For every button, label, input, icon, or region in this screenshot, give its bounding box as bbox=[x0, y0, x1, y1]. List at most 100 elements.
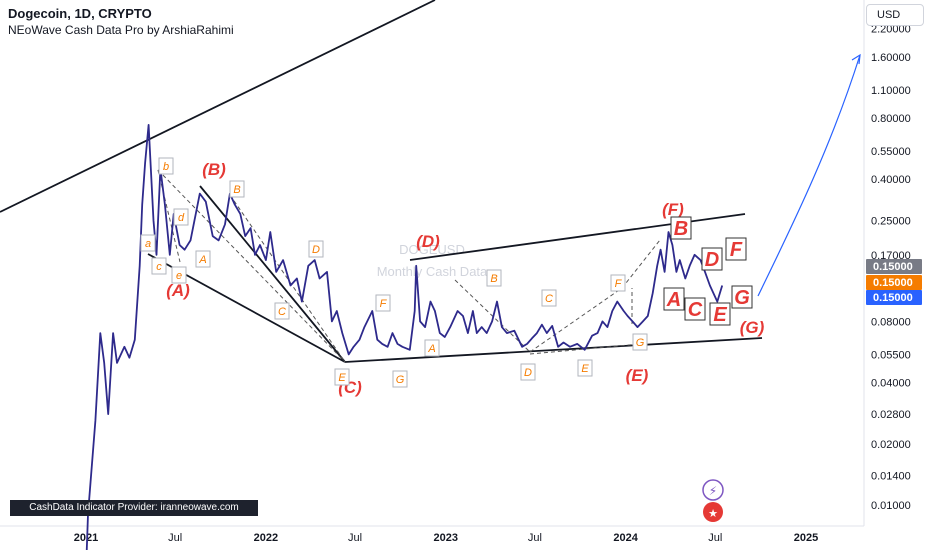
currency-button[interactable]: USD bbox=[866, 4, 924, 26]
x-tick-label: 2024 bbox=[613, 532, 638, 544]
wave-label-box bbox=[725, 237, 747, 261]
y-tick-label: 1.60000 bbox=[871, 52, 911, 64]
wave-label-small: b bbox=[163, 161, 169, 173]
price-label-box bbox=[866, 275, 922, 290]
x-tick-label: 2022 bbox=[254, 532, 278, 544]
y-tick-label: 0.01000 bbox=[871, 500, 911, 512]
wave-label-box bbox=[392, 370, 408, 388]
y-tick-label: 0.25000 bbox=[871, 216, 911, 228]
wave-label-small: G bbox=[396, 374, 405, 386]
wave-label-small: B bbox=[490, 273, 497, 285]
wave-label-small: d bbox=[178, 212, 185, 224]
chart-title: Dogecoin, 1D, CRYPTO bbox=[8, 6, 152, 21]
wave-label-small: F bbox=[730, 239, 743, 261]
wave-label-box bbox=[171, 266, 187, 284]
wave-label-small: F bbox=[380, 298, 388, 310]
wave-label-box bbox=[195, 250, 211, 268]
trendline bbox=[409, 213, 746, 261]
x-tick-label: 2023 bbox=[434, 532, 458, 544]
wave-connector bbox=[621, 239, 661, 289]
indicator-title: NEoWave Cash Data Pro by ArshiaRahimi bbox=[8, 23, 234, 37]
y-tick-label: 0.01400 bbox=[871, 470, 911, 482]
wave-label-box bbox=[577, 359, 593, 377]
wave-label-small: B bbox=[233, 184, 240, 196]
trendline bbox=[199, 185, 346, 363]
us-flag-icon bbox=[703, 502, 723, 522]
wave-label-box bbox=[670, 216, 692, 240]
wave-label-box bbox=[229, 180, 245, 198]
wave-label-red: (A) bbox=[166, 281, 190, 300]
y-tick-label: 1.10000 bbox=[871, 85, 911, 97]
y-tick-label: 0.17000 bbox=[871, 250, 911, 262]
wave-label-box bbox=[541, 289, 557, 307]
wave-label-box bbox=[424, 339, 440, 357]
price-label: 0.15000 bbox=[873, 292, 913, 304]
wave-label-box bbox=[684, 297, 706, 321]
wave-label-small: e bbox=[176, 270, 182, 282]
price-label-box bbox=[866, 290, 922, 305]
projection-arrow-head bbox=[851, 53, 861, 65]
wave-label-red: (D) bbox=[416, 232, 440, 251]
price-label-box bbox=[866, 259, 922, 274]
price-label: 0.15000 bbox=[873, 261, 913, 273]
wave-label-small: a bbox=[145, 238, 151, 250]
y-tick-label: 2.20000 bbox=[871, 24, 911, 36]
wave-label-box bbox=[151, 257, 167, 275]
wave-connector bbox=[529, 343, 641, 355]
wave-label-red: (B) bbox=[202, 160, 226, 179]
wave-label-small: D bbox=[312, 244, 320, 256]
flag-glyph: ★ bbox=[708, 507, 718, 520]
wave-label-red: (E) bbox=[626, 366, 649, 385]
wave-label-small: A bbox=[427, 343, 435, 355]
wave-label-small: C bbox=[688, 299, 703, 321]
y-tick-label: 0.02800 bbox=[871, 409, 911, 421]
wave-label-small: G bbox=[734, 287, 750, 309]
wave-label-red: (F) bbox=[662, 200, 684, 219]
wave-label-box bbox=[308, 240, 324, 258]
wave-label-box bbox=[274, 302, 290, 320]
wave-label-small: A bbox=[666, 289, 681, 311]
y-tick-label: 0.80000 bbox=[871, 113, 911, 125]
x-tick-label: Jul bbox=[528, 532, 542, 544]
wave-label-box bbox=[520, 363, 536, 381]
x-tick-label: Jul bbox=[348, 532, 362, 544]
trendline bbox=[344, 337, 763, 363]
x-tick-label: 2021 bbox=[74, 532, 98, 544]
wave-label-small: C bbox=[545, 293, 553, 305]
wave-label-box bbox=[709, 302, 731, 326]
wave-label-box bbox=[140, 234, 156, 252]
wave-connector bbox=[529, 287, 623, 353]
watermark-text: Monthly Cash Data bbox=[377, 264, 488, 279]
wave-label-box bbox=[334, 368, 350, 386]
wave-label-small: A bbox=[198, 254, 206, 266]
wave-label-box bbox=[632, 333, 648, 351]
wave-label-small: F bbox=[615, 278, 623, 290]
watermark-symbol: DOGEUSD bbox=[399, 242, 465, 257]
wave-label-small: c bbox=[156, 261, 162, 273]
wave-label-small: D bbox=[524, 367, 532, 379]
indicator-provider-banner: CashData Indicator Provider: iranneowave… bbox=[10, 500, 258, 516]
price-label: 0.15000 bbox=[873, 277, 913, 289]
wave-label-small: C bbox=[278, 306, 286, 318]
y-tick-label: 0.55000 bbox=[871, 146, 911, 158]
x-tick-label: 2025 bbox=[794, 532, 818, 544]
wave-label-small: D bbox=[705, 249, 719, 271]
wave-connector bbox=[157, 169, 346, 363]
trendline bbox=[0, 0, 436, 213]
wave-label-red: (G) bbox=[740, 318, 765, 337]
wave-label-box bbox=[731, 285, 753, 309]
lightning-icon bbox=[702, 479, 724, 501]
wave-label-box bbox=[663, 287, 685, 311]
wave-label-box bbox=[701, 247, 723, 271]
wave-label-box bbox=[610, 274, 626, 292]
lightning-glyph: ⚡ bbox=[709, 484, 717, 498]
wave-label-small: E bbox=[713, 304, 727, 326]
wave-connector bbox=[454, 279, 531, 353]
wave-label-box bbox=[158, 157, 174, 175]
y-tick-label: 0.02000 bbox=[871, 439, 911, 451]
wave-label-box bbox=[173, 208, 189, 226]
projection-arrow bbox=[757, 54, 861, 297]
y-tick-label: 0.04000 bbox=[871, 378, 911, 390]
